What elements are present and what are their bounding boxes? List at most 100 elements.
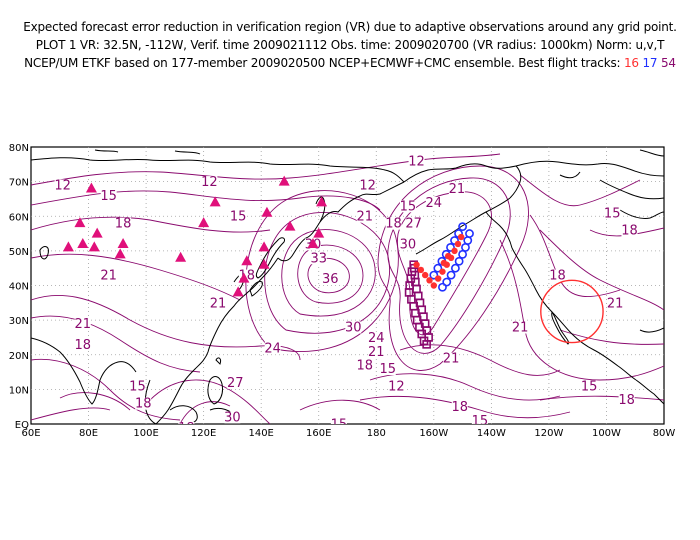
raob-triangle: [241, 255, 253, 266]
lat-tick-label: 60N: [9, 212, 29, 223]
raob-triangle: [117, 237, 129, 248]
raob-triangle: [232, 286, 244, 297]
contour-label-bg: [100, 189, 117, 202]
title-line-2: PLOT 1 VR: 32.5N, -112W, Verif. time 200…: [35, 38, 665, 52]
track-54-legend: 54: [660, 56, 676, 70]
contour-label-bg: [310, 252, 327, 265]
contour-label: 18: [135, 397, 152, 412]
contour-label-bg: [201, 176, 218, 189]
raob-triangle: [313, 227, 325, 238]
contour-label: 21: [356, 210, 373, 225]
raob-triangle: [238, 272, 250, 283]
raob-triangle: [88, 241, 100, 252]
contour-label: 30: [345, 321, 362, 336]
contour-label-bg: [471, 415, 488, 424]
contour-label-bg: [224, 411, 241, 424]
contour-label: 21: [443, 352, 460, 367]
contour-label-bg: [618, 394, 635, 407]
track-16-marker: [451, 247, 458, 255]
contour-label: 21: [368, 345, 385, 360]
contour-label-bg: [74, 318, 91, 331]
contour-label: 15: [129, 379, 146, 394]
contour-label: 18: [621, 224, 638, 239]
raob-triangle: [284, 220, 296, 231]
title-line-1: Expected forecast error reduction in ver…: [23, 20, 677, 34]
contour-label: 18: [75, 338, 92, 353]
lon-tick-label: 140E: [248, 428, 273, 439]
lat-tick-label: 20N: [9, 351, 29, 362]
contour-label: 12: [388, 379, 405, 394]
lon-tick-label: 160W: [419, 428, 448, 439]
track-16-marker: [417, 266, 425, 274]
raob-triangle: [258, 258, 270, 269]
contour-label-bg: [345, 321, 362, 334]
track-17-marker: [442, 277, 452, 287]
contour-label-bg: [399, 238, 416, 251]
raob-triangle: [198, 217, 210, 228]
track-17-marker: [438, 282, 447, 292]
track-17-marker: [450, 236, 459, 245]
lon-tick-label: 80E: [79, 428, 98, 439]
raob-triangle: [258, 241, 270, 252]
contour-label: 24: [426, 196, 443, 211]
contour-label-bg: [54, 179, 71, 192]
raob-triangle: [74, 217, 86, 228]
raob-triangle: [209, 196, 221, 207]
contour-label: 27: [405, 217, 422, 232]
lon-tick-label: 140W: [477, 428, 506, 439]
contour-label: 30: [224, 411, 241, 426]
contour-label: 21: [607, 296, 624, 311]
raob-triangle: [62, 241, 74, 252]
track-16-marker: [430, 282, 438, 289]
latitude-labels: EQ 10N 20N 30N 40N 50N 60N 70N 80N: [9, 143, 29, 431]
raob-sites: [62, 175, 328, 297]
track-16-marker: [445, 252, 452, 260]
contour-label-bg: [264, 342, 281, 355]
contour-value-labels: 1215181215121221181530333618212121182430…: [54, 154, 638, 436]
contour-label: 18: [451, 400, 468, 415]
contour-label: 18: [385, 217, 402, 232]
title-line-3-text: NCEP/UM ETKF based on 177-member 2009020…: [24, 56, 621, 70]
raob-triangle: [278, 175, 290, 186]
contour-label: 18: [549, 269, 566, 284]
contour-lines: [31, 153, 664, 424]
lon-tick-label: 180: [367, 428, 386, 439]
contour-label-bg: [368, 345, 385, 358]
lat-tick-label: 10N: [9, 385, 29, 396]
contour-label-bg: [210, 297, 227, 310]
lon-tick-label: 60E: [21, 428, 40, 439]
contour-label-bg: [100, 269, 117, 282]
track-17-marker: [446, 243, 455, 252]
raob-triangle: [175, 251, 187, 262]
contour-label-bg: [135, 397, 152, 410]
contour-label: 24: [368, 331, 385, 346]
contour-label: 12: [408, 154, 425, 169]
contour-label: 27: [227, 376, 244, 391]
contour-label-bg: [74, 338, 91, 351]
verification-region-circle: [540, 279, 604, 344]
contour-label-bg: [368, 331, 385, 344]
track-17-legend: 17: [642, 56, 658, 70]
lon-tick-label: 120W: [534, 428, 563, 439]
contour-label: 15: [380, 362, 397, 377]
track-16-marker: [439, 268, 446, 275]
contour-label: 15: [400, 199, 417, 214]
contour-label-bg: [115, 217, 132, 230]
contour-label: 18: [178, 421, 195, 436]
track-16-marker: [434, 275, 442, 282]
track-16-legend: 16: [623, 56, 639, 70]
contour-label-bg: [448, 183, 465, 196]
track-17-marker: [454, 256, 464, 266]
track-16-marker: [426, 277, 433, 284]
track-16-marker: [457, 233, 465, 241]
contour-label-bg: [607, 297, 624, 310]
contour-label-bg: [227, 376, 244, 389]
lat-tick-label: 80N: [9, 143, 29, 154]
contour-label-bg: [549, 269, 566, 282]
contour-label: 15: [581, 379, 598, 394]
track-16-marker: [440, 259, 448, 267]
contour-label-bg: [581, 380, 598, 393]
coastlines: [31, 149, 664, 424]
contour-label-bg: [399, 200, 416, 213]
